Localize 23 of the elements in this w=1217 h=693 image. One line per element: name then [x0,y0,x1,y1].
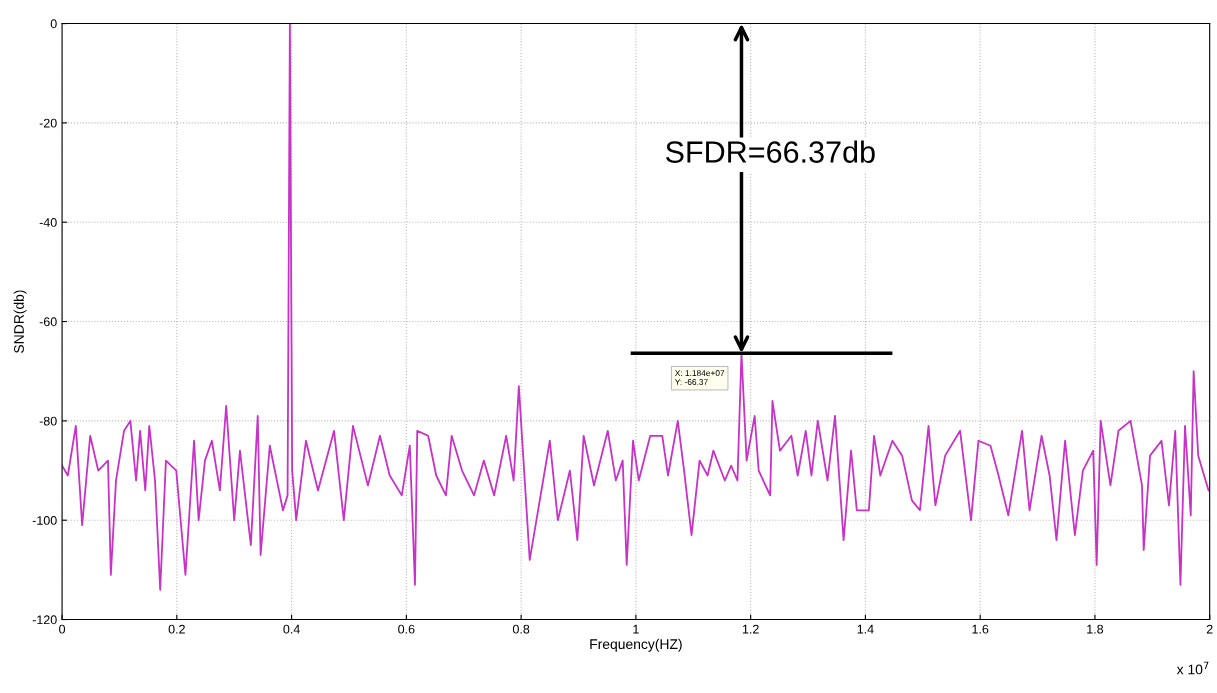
x-tick-label: 0.2 [168,624,185,634]
x-tick-label: 1.4 [857,624,874,634]
x-axis-title: Frequency(HZ) [590,638,682,652]
x-tick-label: 2 [1206,624,1213,634]
y-tick-label: -120 [32,615,57,625]
x-tick-label: 1.2 [742,624,759,634]
x-tick-label: 0.8 [512,624,530,634]
annotation: X: 1.184e+07 Y: -66.37 [674,370,725,385]
x-tick-label: 1.8 [1087,624,1104,634]
x-tick-label: 1 [633,624,639,634]
x-tick-label: 0.4 [283,624,300,634]
y-tick-label: -60 [39,317,57,327]
y-tick-label: -80 [39,416,57,426]
y-axis-title: SNDR(db) [13,290,27,353]
annotation: SFDR=66.37db [665,140,875,163]
y-tick-label: -100 [32,516,57,525]
x-tick-label: 1.6 [972,624,989,634]
y-tick-label: 0 [50,19,57,29]
y-tick-label: -20 [39,118,57,128]
text: x 10$^{7}$ [1176,661,1209,675]
x-tick-label: 0 [59,624,66,634]
x-tick-label: 0.6 [398,624,415,634]
y-tick-label: -40 [39,218,57,227]
